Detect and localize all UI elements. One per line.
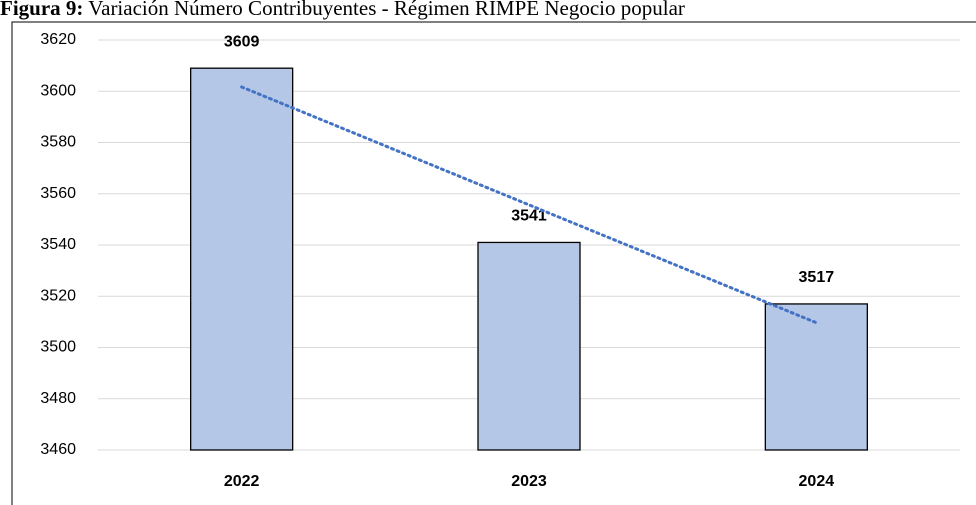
chart-frame (11, 21, 976, 505)
x-tick-label: 2022 (224, 473, 260, 490)
y-tick-label: 3560 (40, 185, 76, 202)
x-tick-label: 2023 (511, 473, 547, 490)
y-tick-label: 3480 (40, 390, 76, 407)
y-tick-label: 3540 (40, 236, 76, 253)
y-tick-label: 3620 (40, 31, 76, 48)
data-label: 3517 (799, 269, 835, 286)
y-tick-label: 3580 (40, 134, 76, 151)
bar (190, 67, 294, 451)
x-tick-label: 2024 (799, 473, 835, 490)
title-text: Variación Número Contribuyentes - Régime… (88, 0, 685, 20)
y-tick-label: 3500 (40, 339, 76, 356)
bar (477, 241, 581, 451)
data-label: 3609 (224, 33, 260, 50)
bar (764, 303, 868, 451)
y-tick-label: 3460 (40, 441, 76, 458)
trendline (240, 85, 818, 325)
chart-title: Figura 9: Variación Número Contribuyente… (0, 0, 685, 20)
y-tick-label: 3520 (40, 287, 76, 304)
figure-label: Figura 9: (0, 0, 83, 20)
y-tick-label: 3600 (40, 82, 76, 99)
data-label: 3541 (511, 208, 547, 225)
